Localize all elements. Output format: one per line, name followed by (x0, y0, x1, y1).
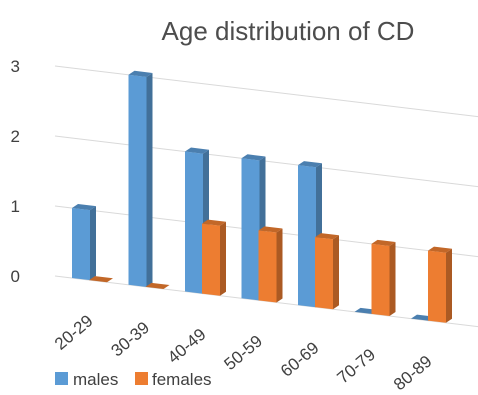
bar-top (298, 161, 322, 168)
gridline (54, 275, 478, 328)
bar-front (241, 158, 260, 301)
bar-males-30-39 (128, 70, 153, 287)
bar-females-60-69 (315, 233, 339, 310)
bar-top (428, 246, 452, 253)
bar-side (220, 221, 226, 296)
bars (72, 70, 452, 323)
x-tick-label: 40-49 (164, 325, 210, 368)
x-tick-label: 30-39 (108, 318, 154, 361)
bar-front (128, 74, 147, 287)
bar-front (371, 243, 390, 317)
legend: males females (55, 370, 212, 389)
bar-top (241, 154, 266, 161)
legend-label-males: males (73, 370, 118, 389)
bar-front (185, 151, 203, 294)
bar-front (298, 165, 316, 308)
bar-males-20-29 (72, 204, 96, 281)
bar-side (276, 228, 283, 303)
gridlines (54, 65, 478, 328)
gridline (54, 135, 478, 188)
bar-top (258, 226, 283, 233)
bar-females-20-29 (89, 276, 113, 283)
x-tick-label: 80-89 (390, 352, 436, 395)
bar-females-50-59 (258, 226, 283, 303)
bar-side (90, 206, 96, 281)
bar-side (389, 242, 396, 317)
x-tick-label: 70-79 (334, 345, 380, 388)
bar-side (146, 72, 153, 287)
bar-front (72, 208, 90, 281)
legend-label-females: females (152, 370, 212, 389)
bar-top (145, 282, 170, 289)
y-axis-ticks: 0 1 2 3 (11, 57, 20, 286)
bar-side (446, 248, 452, 323)
legend-swatch-males (55, 372, 68, 385)
bar-top (371, 239, 396, 247)
bar-top (72, 204, 96, 211)
bar-females-70-79 (371, 239, 396, 317)
y-tick-label: 0 (11, 267, 20, 286)
bar-females-40-49 (202, 219, 226, 296)
bar-front (428, 250, 446, 323)
legend-swatch-females (135, 372, 148, 385)
x-tick-label: 60-69 (277, 338, 323, 381)
x-tick-label: 50-59 (221, 331, 267, 374)
y-tick-label: 1 (11, 197, 20, 216)
bar-top (315, 233, 339, 240)
bar-top (202, 219, 226, 226)
chart-title: Age distribution of CD (162, 16, 415, 46)
gridline (54, 65, 478, 118)
y-tick-label: 2 (11, 127, 20, 146)
bar-top (128, 70, 153, 77)
bar-top (89, 276, 113, 283)
bar-females-30-39 (145, 282, 170, 289)
bar-females-80-89 (428, 246, 452, 323)
y-tick-label: 3 (11, 57, 20, 76)
bar-side (333, 235, 339, 310)
x-tick-label: 20-29 (51, 311, 97, 354)
bar-front (258, 230, 277, 303)
bar-front (315, 237, 333, 310)
bar-front (202, 223, 220, 296)
bar-top (185, 147, 209, 154)
